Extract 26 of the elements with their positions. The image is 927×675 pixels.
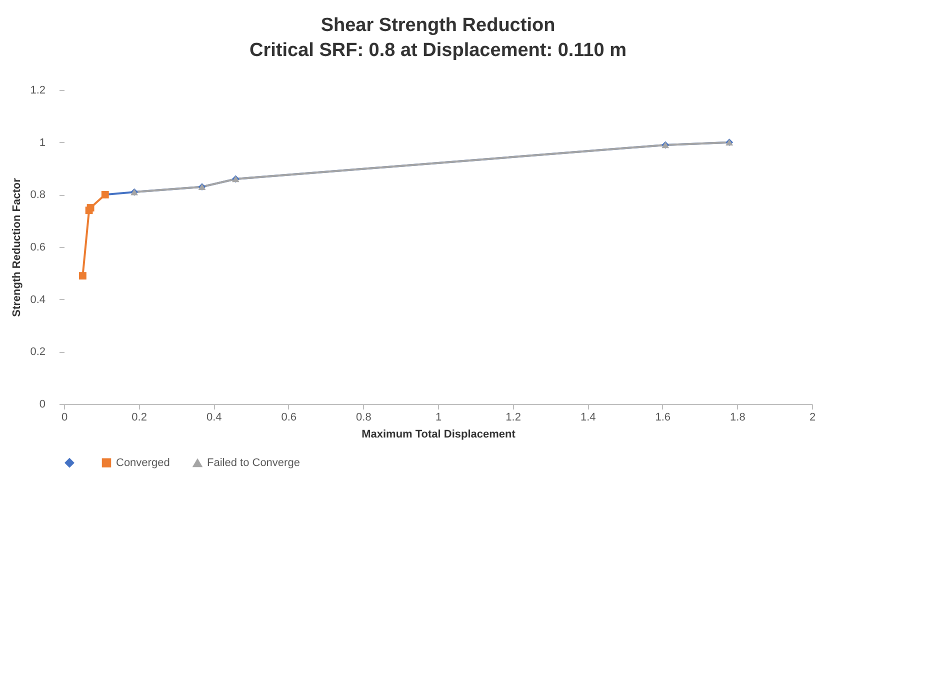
y-tick-label: 0.4	[30, 294, 46, 306]
x-tick-label: 1.8	[730, 412, 746, 424]
x-tick-label: 0.2	[132, 412, 147, 424]
x-tick-label: 1.4	[580, 412, 596, 424]
point	[86, 204, 94, 212]
chart-title: Shear Strength Reduction	[320, 15, 556, 36]
y-tick-label: 0	[39, 398, 46, 410]
y-tick-label: 0.8	[30, 189, 46, 202]
y-tick-label: 0.6	[30, 242, 46, 254]
y-tick-label: 1.2	[30, 84, 46, 96]
y-axis-title: Strength Reduction Factor	[11, 177, 24, 317]
x-axis-title: Maximum Total Displacement	[362, 428, 516, 440]
x-tick-label: 1	[435, 412, 442, 424]
chart-subtitle: Critical SRF: 0.8 at Displacement: 0.110 m	[250, 40, 626, 61]
y-tick-label: 1	[39, 136, 46, 149]
legend-label: Converged	[116, 456, 170, 469]
x-tick-label: 0.4	[206, 412, 222, 424]
legend-label: Failed to Converge	[207, 457, 300, 470]
x-tick-label: 0.6	[281, 412, 297, 424]
x-tick-label: 1.6	[655, 412, 671, 424]
x-tick-label: 0.8	[356, 412, 372, 424]
x-tick-label: 1.2	[506, 412, 521, 424]
x-tick-label: 0	[61, 412, 68, 424]
point	[78, 272, 86, 280]
x-tick-label: 2	[809, 412, 816, 424]
y-tick-label: 0.2	[30, 346, 46, 358]
